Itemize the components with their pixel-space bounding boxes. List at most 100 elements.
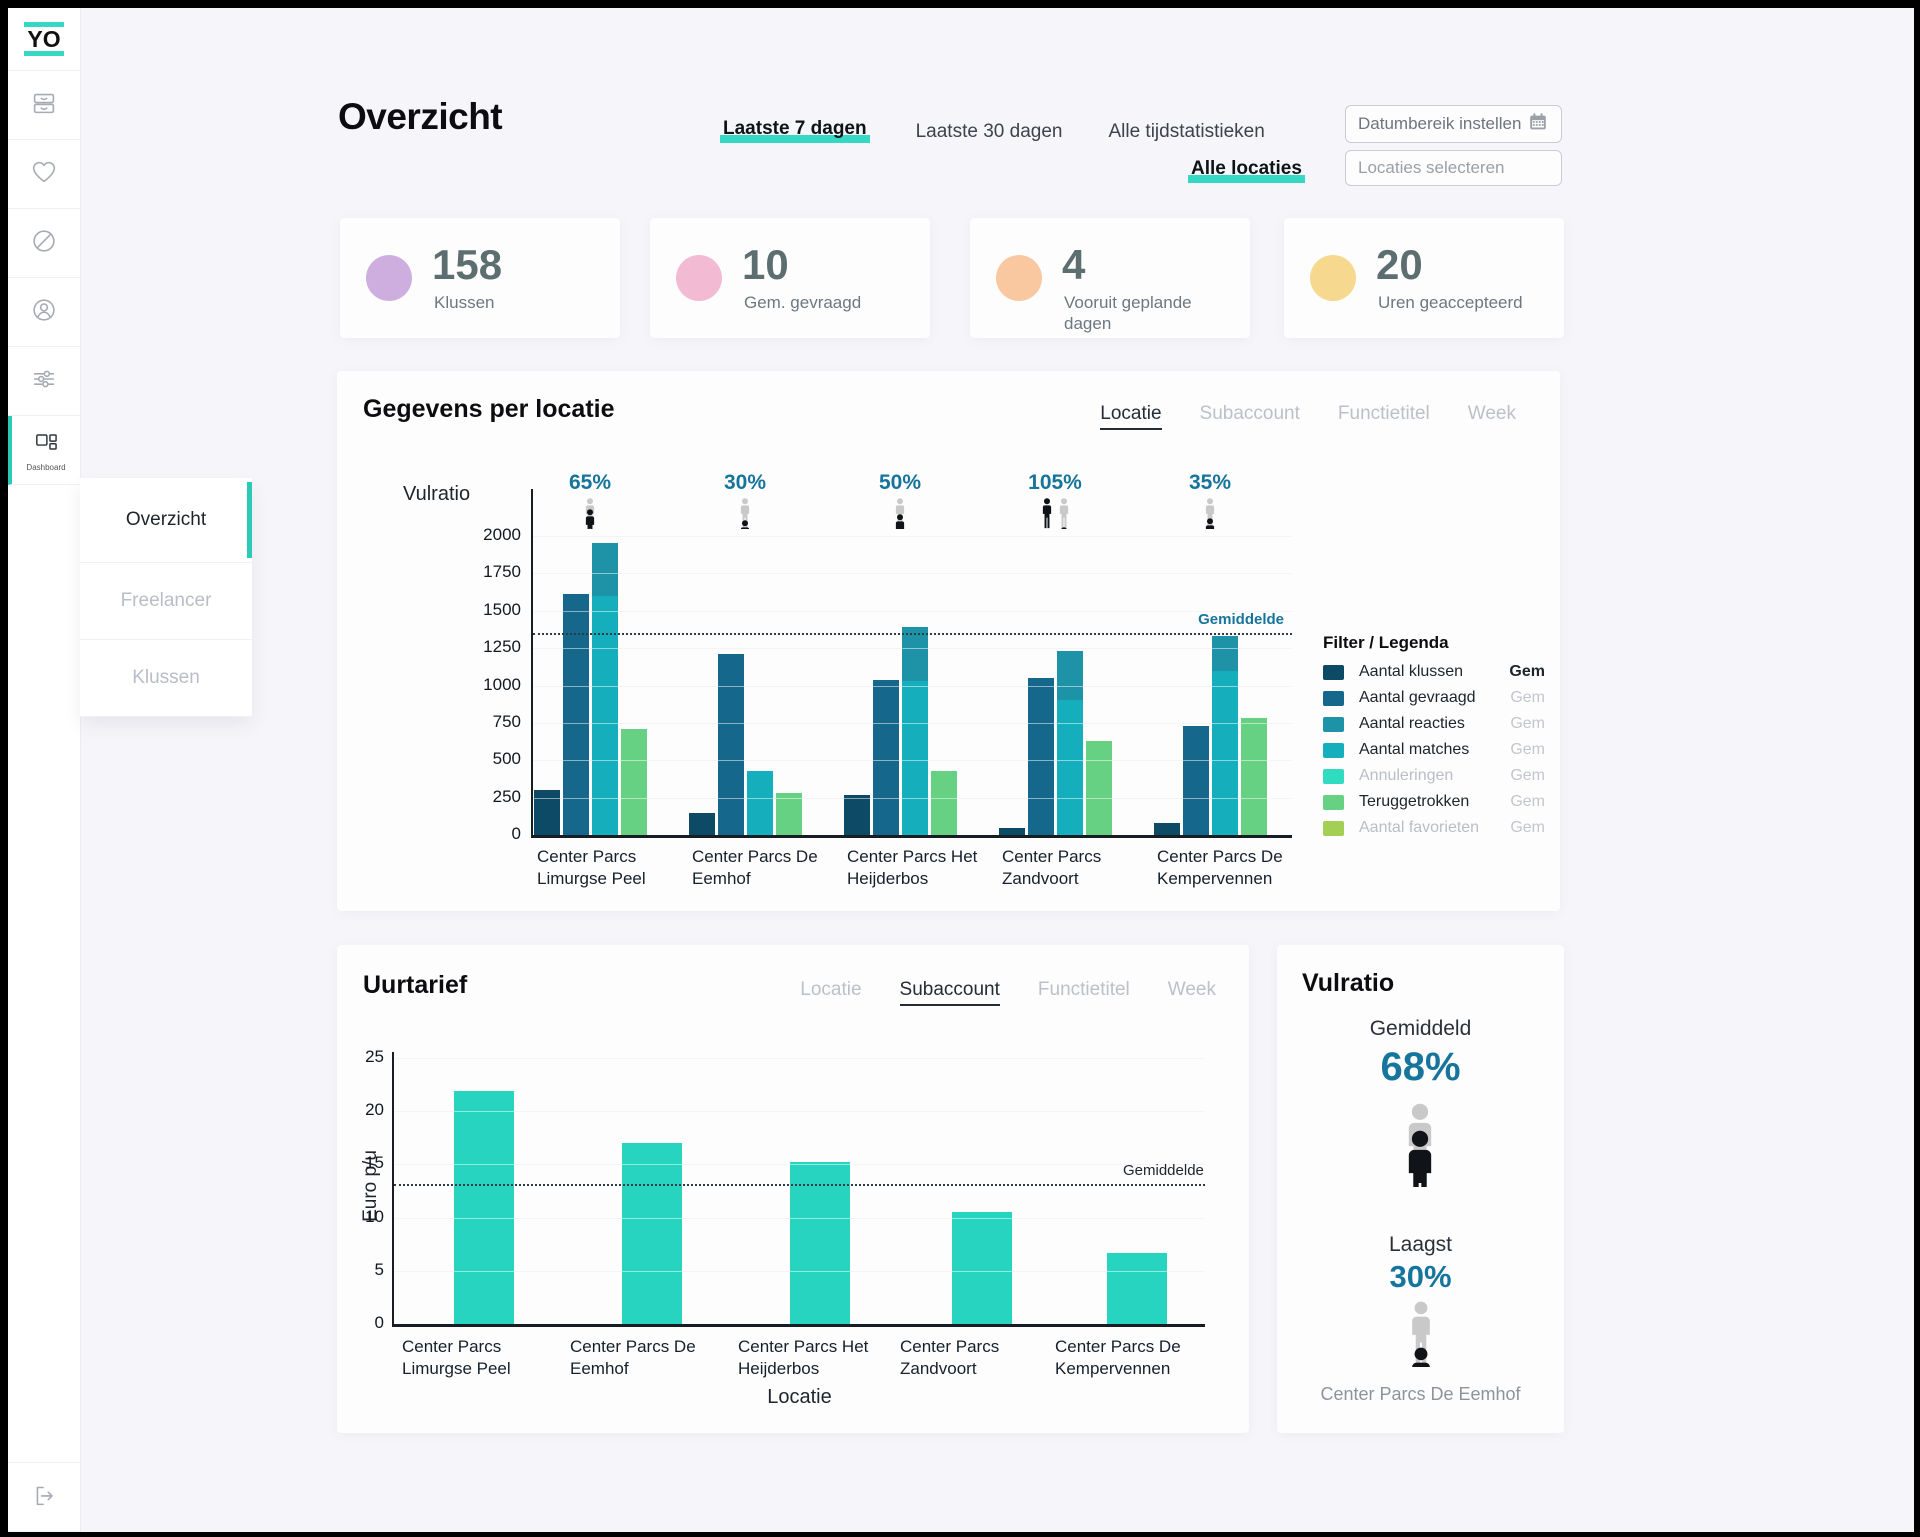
gridline-overlay	[394, 1058, 1205, 1059]
stat-cards-row: 158 Klussen 10 Gem. gevraagd 4 Vooruit geplan…	[8, 218, 1914, 338]
stat-card: 158 Klussen	[340, 218, 620, 338]
locations-select-input[interactable]	[1345, 150, 1562, 186]
person-fill-icon	[1203, 498, 1217, 529]
app-logo[interactable]: YO	[8, 8, 80, 71]
legend-item-aantal-gevraagd[interactable]: Aantal gevraagd Gem	[1323, 687, 1545, 713]
person-fill-icon	[893, 498, 907, 529]
person-wrap	[583, 498, 597, 529]
range-tab-laatste-7-dagen[interactable]: Laatste 7 dagen	[720, 118, 870, 143]
chart-tab-subaccount[interactable]: Subaccount	[899, 979, 1000, 1006]
bar-aantal-matches	[591, 595, 618, 835]
legend-label: Aantal matches	[1359, 741, 1470, 758]
bar-teruggetrokken	[775, 793, 802, 835]
y-axis-line	[531, 489, 533, 838]
x-category-label: Center Parcs Het Heijderbos	[847, 847, 978, 889]
person-wrap	[1203, 498, 1217, 529]
x-category-label: Center Parcs De Kempervennen	[1055, 1337, 1181, 1379]
bar-aantal-matches	[901, 681, 928, 835]
x-category-label: Center Parcs Het Heijderbos	[738, 1337, 869, 1379]
bar-uurtarief	[1107, 1252, 1167, 1324]
submenu-item-klussen[interactable]: Klussen	[80, 640, 252, 717]
bar-aantal-gevraagd	[872, 679, 899, 835]
x-axis-line	[531, 835, 1292, 838]
gridline-overlay	[533, 760, 1292, 762]
bar-teruggetrokken	[930, 770, 957, 835]
bar-aantal-gevraagd	[1027, 678, 1054, 835]
stat-card: 4 Vooruit geplande dagen	[970, 218, 1250, 338]
legend-item-teruggetrokken[interactable]: Teruggetrokken Gem	[1323, 791, 1545, 817]
ban-icon	[29, 226, 59, 261]
stat-label: Uren geaccepteerd	[1378, 293, 1523, 312]
logout-button[interactable]	[8, 1462, 80, 1532]
sidebar-item-ban[interactable]	[8, 209, 80, 278]
bar-aantal-klussen	[688, 812, 715, 835]
bar-aantal-matches	[1211, 670, 1238, 835]
chart-tab-functietitel[interactable]: Functietitel	[1337, 403, 1430, 424]
gridline-overlay	[394, 1270, 1205, 1272]
chart-gegevens-plot: Vulratio 0 250 500 750 1000 1250 1500 1750 2000 Ge…	[337, 371, 1560, 911]
legend-label: Aantal favorieten	[1359, 819, 1480, 836]
legend-gem-label: Gem	[1509, 663, 1545, 680]
person-fill-icon	[1401, 1103, 1439, 1187]
y-tick-label: 0	[511, 824, 521, 843]
sidebar-item-sliders[interactable]	[8, 347, 80, 416]
chart-tab-functietitel[interactable]: Functietitel	[1037, 979, 1130, 1000]
average-line	[533, 633, 1292, 636]
date-range-button[interactable]: Datumbereik instellen	[1345, 105, 1562, 143]
y-axis-label: Vulratio	[403, 483, 471, 505]
average-line	[394, 1183, 1205, 1186]
y-tick-label: 500	[492, 749, 521, 769]
locations-filter-tab[interactable]: Alle locaties	[1188, 158, 1305, 183]
sidebar-rail: YO Dashboard	[8, 8, 81, 1532]
app-root: YO Dashboard Overzicht Freelancer Klussen O…	[8, 8, 1914, 1532]
stat-circle	[366, 255, 412, 301]
chart-tab-week[interactable]: Week	[1467, 403, 1516, 424]
y-tick-label: 2000	[483, 525, 521, 544]
sidebar-item-heart[interactable]	[8, 140, 80, 209]
range-tab-alle-tijdstatistieken[interactable]: Alle tijdstatistieken	[1108, 121, 1265, 142]
range-tab-laatste-30-dagen[interactable]: Laatste 30 dagen	[915, 121, 1063, 142]
bar-aantal-gevraagd	[562, 594, 589, 835]
chart-tab-locatie[interactable]: Locatie	[800, 979, 862, 1000]
y-tick-label: 1500	[483, 599, 521, 619]
legend-item-aantal-matches[interactable]: Aantal matches Gem	[1323, 739, 1545, 765]
legend-item-aantal-favorieten[interactable]: Aantal favorieten Gem	[1323, 817, 1545, 843]
bar-aantal-matches	[1056, 700, 1083, 835]
x-category-label: Center Parcs De Kempervennen	[1157, 847, 1283, 889]
gridline-overlay	[533, 722, 1292, 724]
average-label: Gemiddelde	[1123, 1161, 1204, 1179]
sidebar-item-dashboard[interactable]: Dashboard	[8, 416, 80, 485]
vulratio-card: Vulratio Gemiddeld 68% Laagst 30% Center…	[1277, 945, 1564, 1433]
legend-label: Aantal klussen	[1359, 663, 1464, 680]
y-tick-label: 1250	[483, 637, 521, 657]
sidebar-item-user-circle[interactable]	[8, 278, 80, 347]
sidebar-item-archive[interactable]	[8, 71, 80, 140]
y-axis-label: Euro p/u	[360, 1150, 381, 1222]
legend-label: Aantal reacties	[1359, 715, 1465, 732]
dashboard-icon	[32, 428, 60, 461]
range-tabs: Laatste 7 dagen Laatste 30 dagen Alle tijd…	[720, 118, 1265, 143]
gridline-overlay	[533, 648, 1292, 650]
x-category-label: Center Parcs De Eemhof	[570, 1337, 696, 1379]
person-wrap	[893, 498, 907, 529]
legend-swatch	[1323, 821, 1344, 836]
chart-tab-week[interactable]: Week	[1167, 979, 1216, 1000]
x-category-label: Center Parcs Limurgse Peel	[402, 1337, 511, 1379]
legend-item-annuleringen[interactable]: Annuleringen Gem	[1323, 765, 1545, 791]
legend-item-aantal-klussen[interactable]: Aantal klussen Gem	[1323, 661, 1545, 687]
submenu-item-overzicht[interactable]: Overzicht	[80, 478, 252, 563]
legend-label: Aantal gevraagd	[1359, 689, 1476, 706]
bar-teruggetrokken	[620, 728, 647, 835]
gridline-overlay	[533, 685, 1292, 687]
legend-item-aantal-reacties[interactable]: Aantal reacties Gem	[1323, 713, 1545, 739]
stat-circle	[676, 255, 722, 301]
legend-gem-label: Gem	[1510, 689, 1545, 706]
chart-tab-subaccount[interactable]: Subaccount	[1199, 403, 1300, 424]
legend-gem-label: Gem	[1510, 819, 1545, 836]
submenu-item-freelancer[interactable]: Freelancer	[80, 563, 252, 640]
bar-uurtarief	[622, 1143, 682, 1324]
bar-aantal-klussen	[843, 794, 870, 835]
person-fill-icon	[583, 498, 597, 529]
chart-tab-locatie[interactable]: Locatie	[1100, 403, 1162, 430]
y-tick-label: 1000	[483, 674, 521, 694]
